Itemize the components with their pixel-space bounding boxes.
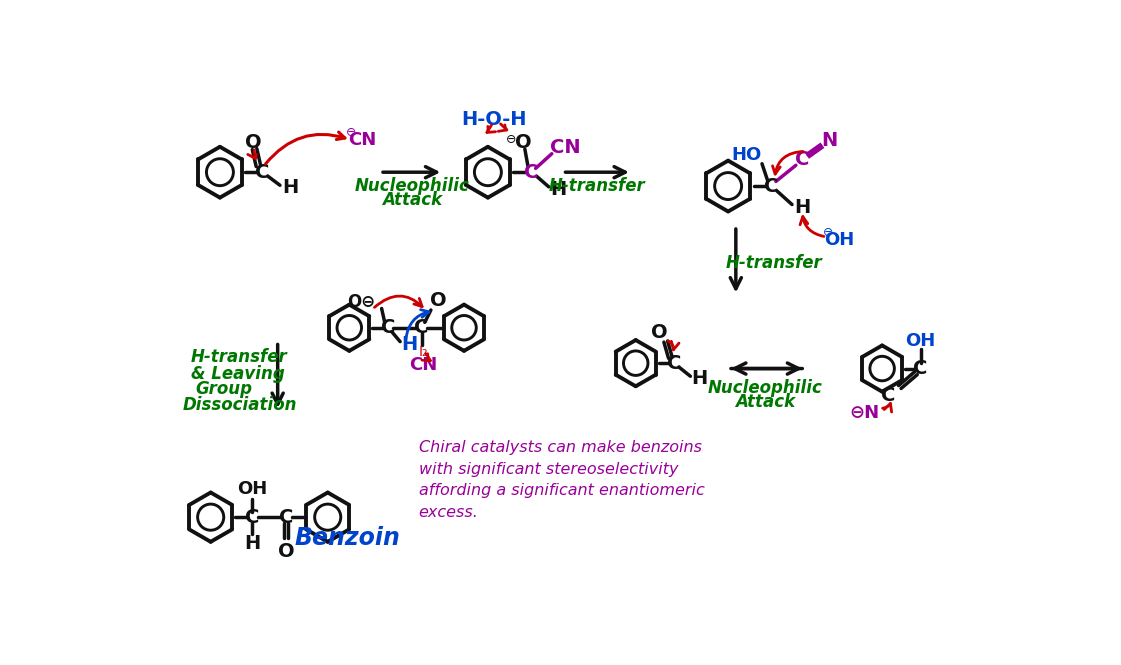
Text: O: O: [651, 323, 668, 342]
Text: H: H: [692, 369, 707, 388]
Text: C: C: [914, 359, 928, 378]
Text: OH: OH: [238, 480, 268, 499]
Text: Dissociation: Dissociation: [183, 396, 297, 414]
Text: CN: CN: [409, 356, 437, 374]
Text: H: H: [550, 180, 567, 199]
Text: ⊖: ⊖: [506, 132, 517, 146]
Text: with significant stereoselectivity: with significant stereoselectivity: [418, 462, 678, 477]
Text: O: O: [244, 134, 261, 152]
Text: O: O: [515, 134, 531, 152]
Text: H-O-H: H-O-H: [462, 110, 527, 129]
Text: O: O: [429, 291, 446, 311]
Text: C: C: [881, 386, 896, 405]
Text: H: H: [401, 335, 417, 354]
Text: H: H: [244, 534, 260, 553]
Text: ⊖N: ⊖N: [850, 404, 880, 422]
Text: CN: CN: [349, 131, 377, 149]
Text: Nucleophilic: Nucleophilic: [707, 379, 823, 397]
Text: OH: OH: [824, 231, 854, 249]
Text: C: C: [256, 163, 269, 182]
Text: C: C: [765, 177, 778, 196]
Text: ⊖: ⊖: [823, 225, 834, 239]
Text: Attack: Attack: [735, 392, 795, 411]
Text: N: N: [822, 131, 837, 150]
Text: affording a significant enantiomeric: affording a significant enantiomeric: [418, 483, 704, 498]
Text: C: C: [524, 163, 538, 182]
Text: H: H: [281, 178, 298, 197]
Text: CN: CN: [550, 138, 581, 157]
Text: Chiral catalysts can make benzoins: Chiral catalysts can make benzoins: [418, 440, 702, 455]
Text: C: C: [795, 150, 809, 169]
Text: ⊖: ⊖: [346, 126, 356, 139]
Text: O: O: [278, 541, 295, 561]
Text: H-transfer: H-transfer: [549, 177, 646, 195]
Text: O⊖: O⊖: [348, 293, 376, 311]
Text: OH: OH: [906, 332, 936, 350]
Text: C: C: [667, 354, 682, 372]
Text: HO: HO: [732, 146, 762, 164]
Text: & Leaving: & Leaving: [191, 365, 285, 383]
Text: excess.: excess.: [418, 505, 479, 520]
Text: Group: Group: [195, 380, 252, 398]
Text: C: C: [279, 507, 294, 527]
Text: Benzoin: Benzoin: [294, 526, 400, 550]
Text: H: H: [794, 198, 810, 217]
Text: H-transfer: H-transfer: [191, 348, 287, 366]
Text: I₂: I₂: [418, 345, 428, 359]
Text: C: C: [415, 319, 429, 337]
Text: H-transfer: H-transfer: [726, 254, 823, 272]
Text: C: C: [381, 319, 395, 337]
Text: Attack: Attack: [381, 191, 442, 209]
Text: C: C: [245, 507, 259, 527]
Text: Nucleophilic: Nucleophilic: [354, 177, 469, 195]
